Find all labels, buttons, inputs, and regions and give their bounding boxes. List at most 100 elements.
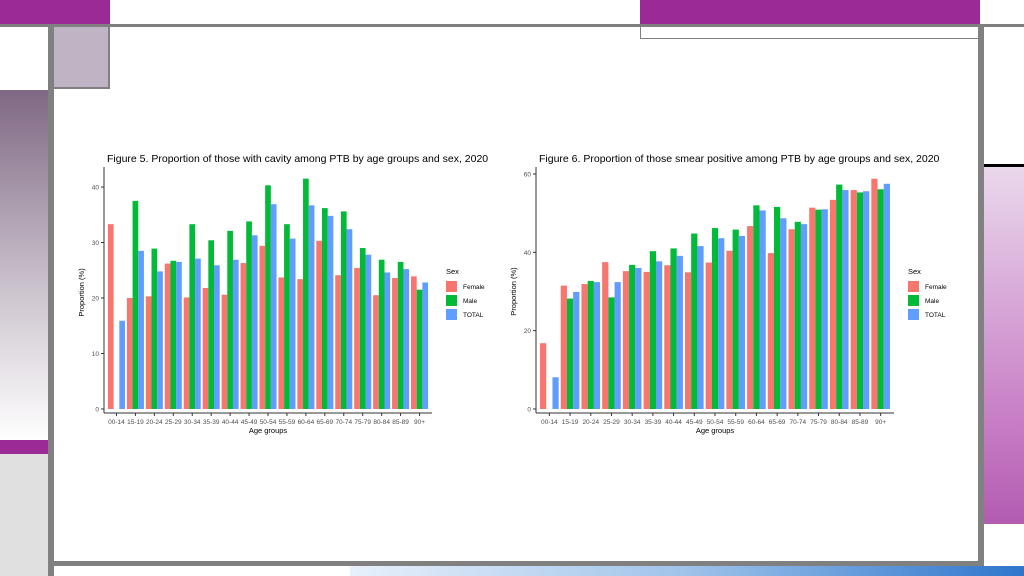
y-axis-title: Proportion (%): [77, 268, 86, 317]
bar-total-80-84: [842, 190, 849, 409]
bar-male-65-69: [321, 208, 328, 409]
legend-label-male: Male: [463, 298, 477, 305]
x-tick-label: 90+: [875, 419, 886, 426]
bar-female-65-69: [767, 253, 775, 409]
bar-male-80-84: [836, 184, 843, 409]
legend-title: Sex: [446, 267, 459, 276]
right-gradient-panel: [984, 167, 1024, 524]
bar-total-40-44: [232, 259, 239, 409]
x-tick-label: 85-89: [852, 419, 869, 426]
right-frame-line: [978, 24, 984, 566]
bar-total-55-59: [289, 238, 296, 409]
chart-title: Figure 6. Proportion of those smear posi…: [539, 153, 940, 165]
bar-female-50-54: [259, 245, 266, 409]
bar-male-40-44: [670, 248, 677, 409]
bar-female-40-44: [221, 294, 228, 409]
y-tick-label: 20: [92, 296, 100, 303]
bar-female-45-49: [684, 272, 692, 409]
x-tick-label: 70-74: [790, 419, 807, 426]
bar-male-45-49: [691, 233, 698, 409]
x-tick-label: 75-79: [354, 419, 371, 426]
legend-label-total: TOTAL: [925, 312, 946, 319]
bar-total-50-54: [718, 238, 725, 409]
bar-male-90+: [877, 189, 884, 409]
top-right-accent-bar: [640, 0, 980, 25]
x-tick-label: 85-89: [392, 419, 409, 426]
x-tick-label: 15-19: [562, 419, 579, 426]
x-tick-label: 60-64: [298, 419, 315, 426]
y-tick-label: 0: [95, 407, 99, 414]
bar-male-55-59: [284, 224, 290, 409]
bar-total-15-19: [573, 291, 580, 409]
bar-female-55-59: [726, 250, 733, 409]
bar-total-75-79: [821, 209, 828, 409]
bar-male-30-34: [629, 264, 636, 409]
x-tick-label: 35-39: [645, 419, 662, 426]
x-tick-label: 40-44: [665, 419, 682, 426]
bar-male-75-79: [359, 248, 366, 409]
bar-male-45-49: [246, 221, 252, 409]
x-tick-label: 65-69: [769, 419, 786, 426]
x-tick-label: 35-39: [203, 419, 220, 426]
bar-male-15-19: [132, 200, 139, 409]
legend-title: Sex: [908, 267, 921, 276]
x-tick-label: 45-49: [686, 419, 703, 426]
bar-female-40-44: [664, 265, 671, 409]
x-tick-label: 55-59: [279, 419, 296, 426]
bar-male-65-69: [774, 206, 781, 409]
bar-total-75-79: [365, 254, 372, 409]
bar-female-00-14: [540, 343, 547, 409]
bar-female-25-29: [602, 262, 609, 409]
x-tick-label: 80-84: [373, 419, 390, 426]
legend-swatch-female: [908, 281, 919, 292]
x-tick-label: 55-59: [727, 419, 744, 426]
x-tick-label: 80-84: [831, 419, 848, 426]
left-purple-band: [0, 440, 48, 454]
bar-female-15-19: [560, 285, 567, 409]
bar-male-50-54: [711, 228, 719, 409]
x-tick-label: 25-29: [603, 419, 620, 426]
bar-female-45-49: [240, 263, 247, 409]
bar-female-25-29: [164, 263, 171, 409]
bar-male-25-29: [170, 260, 177, 409]
x-axis-title: Age groups: [249, 426, 288, 435]
x-tick-label: 30-34: [184, 419, 201, 426]
bar-female-35-39: [643, 271, 650, 409]
bar-total-30-34: [195, 258, 201, 409]
cavity-chart: Figure 5. Proportion of those with cavit…: [77, 153, 488, 435]
left-gradient-panel: [0, 90, 48, 440]
x-tick-label: 15-19: [127, 419, 144, 426]
bar-total-50-54: [270, 204, 277, 409]
x-tick-label: 50-54: [707, 419, 724, 426]
bar-total-90+: [883, 183, 890, 409]
bar-female-70-74: [335, 275, 341, 409]
legend-swatch-total: [446, 309, 457, 320]
bar-female-75-79: [354, 268, 360, 409]
bar-male-60-64: [303, 178, 309, 409]
bar-female-00-14: [107, 224, 114, 409]
bar-male-60-64: [753, 205, 760, 409]
bar-male-70-74: [340, 211, 347, 409]
bar-total-45-49: [697, 246, 704, 409]
bar-female-20-24: [145, 296, 152, 409]
bottom-gradient-strip: [350, 566, 1024, 576]
bar-total-25-29: [614, 282, 621, 409]
bar-female-85-89: [392, 278, 398, 409]
bar-female-75-79: [809, 207, 816, 409]
bar-male-70-74: [794, 221, 801, 409]
x-tick-label: 65-69: [317, 419, 334, 426]
top-left-accent-bar: [0, 0, 110, 25]
bar-male-30-34: [189, 224, 196, 409]
bar-total-35-39: [655, 261, 663, 409]
mauve-square: [54, 27, 110, 89]
bar-female-80-84: [373, 295, 379, 409]
y-tick-label: 60: [524, 172, 532, 179]
chart-title: Figure 5. Proportion of those with cavit…: [107, 153, 488, 165]
bar-female-65-69: [316, 240, 322, 409]
left-frame-line: [48, 24, 54, 576]
x-tick-label: 90+: [414, 419, 425, 426]
y-tick-label: 20: [524, 328, 532, 335]
bar-male-50-54: [265, 185, 271, 409]
bar-female-55-59: [278, 277, 285, 409]
bar-total-20-24: [157, 271, 163, 409]
